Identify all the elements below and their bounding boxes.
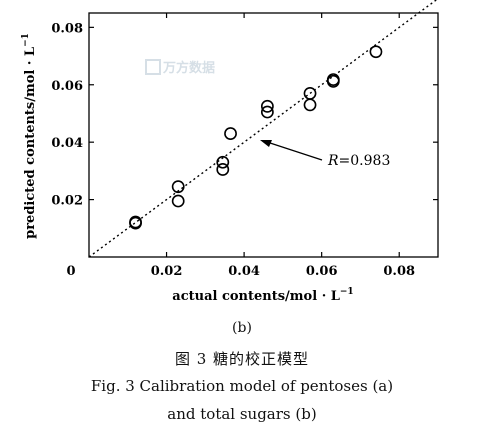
annotation: R=0.983	[260, 140, 390, 169]
annotation-value: =0.983	[339, 153, 391, 169]
y-tick-label: 0.06	[51, 79, 83, 94]
figure-caption-english-line1: Fig. 3 Calibration model of pentoses (a)	[90, 377, 394, 395]
watermark-text: 万方数据	[162, 60, 215, 76]
annotation-arrow-line	[266, 141, 323, 161]
calibration-chart: 万方数据 0 0.02 0.04 0.06 0.08 0.02 0.04 0.06 0.08 R…	[21, 0, 439, 304]
y-axis-label: predicted contents/mol · L−1	[21, 33, 38, 239]
data-point	[171, 180, 185, 194]
data-point	[129, 216, 142, 230]
data-point	[260, 99, 274, 113]
data-point	[369, 45, 383, 59]
data-point	[303, 98, 317, 112]
data-point	[326, 74, 340, 88]
y-tick-label: 0.04	[51, 136, 83, 151]
y-axis-label-main: predicted contents/mol · L	[23, 47, 38, 239]
x-axis-label-main: actual contents/mol · L	[172, 289, 340, 304]
y-tick-label: 0.02	[51, 194, 83, 209]
data-point	[216, 155, 230, 169]
data-points	[129, 45, 383, 230]
fit-line	[88, 0, 438, 258]
data-point	[224, 127, 237, 140]
annotation-arrowhead	[260, 140, 272, 147]
annotation-text: R=0.983	[327, 153, 390, 169]
x-axis-label: actual contents/mol · L−1	[172, 287, 353, 304]
y-tick-label: 0.08	[51, 21, 83, 36]
data-point	[171, 194, 185, 208]
tick-labels: 0 0.02 0.04 0.06 0.08 0.02 0.04 0.06 0.08	[51, 21, 415, 279]
plot-frame	[88, 12, 439, 258]
data-point	[216, 163, 230, 176]
figure-caption-chinese: 图 3 糖的校正模型	[174, 350, 310, 368]
subfigure-label: (b)	[232, 320, 252, 336]
x-axis-label-sup: −1	[340, 287, 354, 297]
x-tick-label: 0.06	[306, 264, 338, 279]
x-tick-label: 0.08	[383, 264, 415, 279]
annotation-r: R	[327, 153, 339, 169]
data-point	[260, 105, 274, 119]
x-tick-label: 0	[66, 264, 75, 279]
x-tick-label: 0.04	[228, 264, 260, 279]
y-axis-label-sup: −1	[21, 33, 31, 47]
figure-caption-english-line2: and total sugars (b)	[167, 405, 317, 423]
axis-ticks	[89, 13, 438, 257]
watermark-logo: 万方数据	[145, 59, 215, 76]
x-tick-label: 0.02	[151, 264, 183, 279]
